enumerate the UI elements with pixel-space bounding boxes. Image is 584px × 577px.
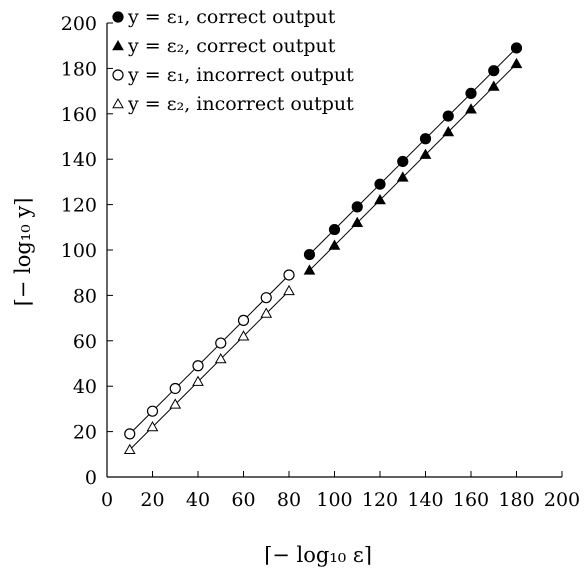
x-tick-label: 120 <box>362 489 398 511</box>
fit-line <box>309 63 517 271</box>
open-triangle-point <box>146 421 159 432</box>
open-triangle-point <box>260 307 273 318</box>
legend-label: y = ε₁, incorrect output <box>127 64 354 86</box>
x-tick-label: 40 <box>186 489 210 511</box>
open-circle-point <box>283 269 295 281</box>
y-tick-label: 160 <box>61 104 97 126</box>
filled-triangle-point <box>396 171 409 182</box>
open-circle-point <box>215 337 227 349</box>
filled-triangle-point <box>419 148 432 159</box>
open-triangle-point <box>237 330 250 341</box>
legend-filled-circle-marker <box>112 11 124 23</box>
legend-filled-triangle-marker <box>112 39 124 51</box>
y-tick-label: 180 <box>61 58 97 80</box>
fit-line <box>309 47 517 255</box>
y-tick-label: 100 <box>61 240 97 262</box>
x-tick-label: 80 <box>277 489 301 511</box>
x-tick-label: 200 <box>544 489 580 511</box>
y-tick-label: 140 <box>61 149 97 171</box>
filled-circle-point <box>510 42 523 54</box>
filled-circle-point <box>442 110 454 122</box>
open-triangle-point <box>169 398 182 409</box>
filled-triangle-point <box>442 125 455 137</box>
filled-circle-point <box>465 87 477 99</box>
filled-circle-point <box>328 223 341 236</box>
open-triangle-point <box>123 443 136 455</box>
y-tick-label: 200 <box>61 13 97 35</box>
y-tick-label: 60 <box>73 331 97 353</box>
legend-label: y = ε₂, correct output <box>127 35 336 57</box>
ticks: 0 20 40 60 80 100 120 140 160 180 200 0 20 40 60 80 100 1… <box>61 13 580 511</box>
filled-triangle-point <box>328 239 341 250</box>
axes <box>106 23 562 478</box>
legend-open-triangle-marker <box>112 97 124 109</box>
x-axis-label: ⌈− log₁₀ ε⌉ <box>264 543 372 567</box>
open-circle-point <box>146 405 159 417</box>
open-circle-point <box>260 292 272 304</box>
filled-triangle-point <box>374 194 386 205</box>
legend-label: y = ε₁, correct output <box>127 6 336 28</box>
x-tick-label: 100 <box>316 489 352 511</box>
filled-triangle-point <box>487 80 500 91</box>
x-tick-label: 60 <box>231 489 255 511</box>
open-triangle-point <box>192 375 204 386</box>
y-axis-label: ⌈− log₁₀ y⌉ <box>11 198 35 307</box>
filled-triangle-point <box>510 57 523 69</box>
data-points <box>123 42 523 455</box>
legend: y = ε₁, correct output y = ε₂, correct ou… <box>112 6 354 115</box>
filled-circle-point <box>374 178 386 190</box>
open-circle-point <box>124 428 136 440</box>
y-tick-label: 80 <box>73 285 97 307</box>
legend-open-circle-marker <box>112 69 124 81</box>
x-tick-label: 0 <box>101 489 113 511</box>
x-tick-label: 160 <box>453 489 489 511</box>
filled-triangle-point <box>465 103 477 114</box>
y-tick-label: 20 <box>73 422 97 444</box>
filled-circle-point <box>397 155 409 168</box>
y-tick-label: 120 <box>61 195 97 217</box>
filled-triangle-point <box>303 264 316 275</box>
y-tick-label: 0 <box>85 467 97 489</box>
filled-circle-point <box>351 201 363 213</box>
open-circle-point <box>237 314 250 326</box>
filled-circle-point <box>488 65 500 77</box>
open-circle-point <box>169 382 181 395</box>
y-tick-label: 40 <box>73 376 97 398</box>
open-triangle-point <box>283 284 295 296</box>
x-tick-label: 180 <box>498 489 534 511</box>
filled-circle-point <box>303 248 316 261</box>
x-tick-label: 20 <box>140 489 164 511</box>
legend-label: y = ε₂, incorrect output <box>127 93 354 115</box>
filled-triangle-point <box>351 216 364 228</box>
open-circle-point <box>192 360 204 372</box>
open-triangle-point <box>214 352 227 364</box>
x-tick-label: 140 <box>407 489 443 511</box>
filled-circle-point <box>419 133 432 145</box>
